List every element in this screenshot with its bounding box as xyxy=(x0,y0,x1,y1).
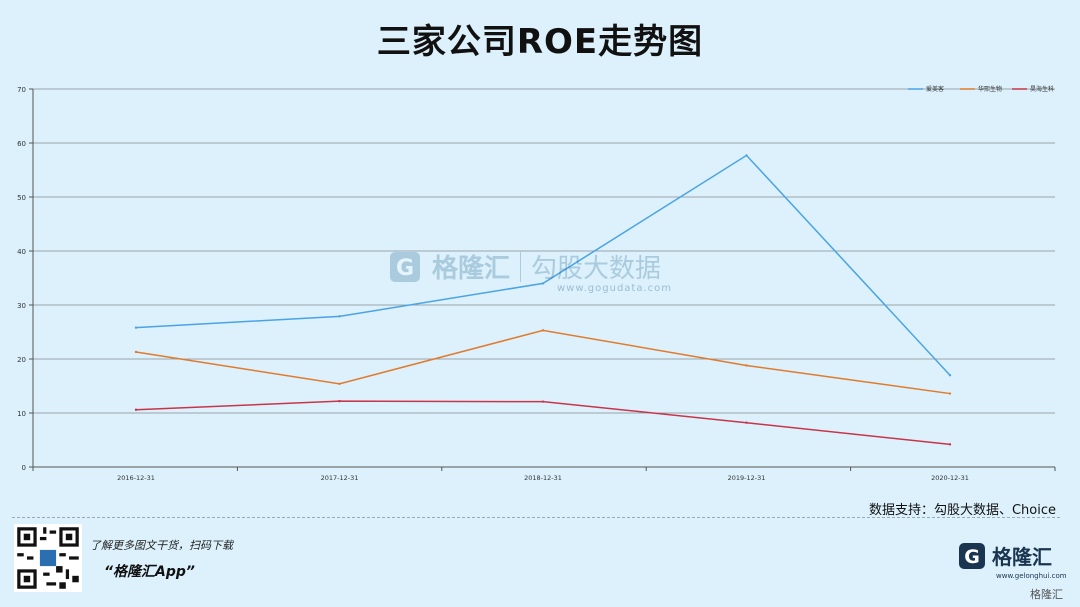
legend-label: 昊海生科 xyxy=(1030,85,1054,93)
data-point xyxy=(948,374,952,377)
x-tick-label: 2017-12-31 xyxy=(321,474,359,482)
qr-code-icon[interactable] xyxy=(14,524,82,592)
x-tick-label: 2018-12-31 xyxy=(524,474,562,482)
promo-app-name: “格隆汇App” xyxy=(104,564,195,580)
data-point xyxy=(541,282,545,285)
chart-title: 三家公司ROE走势图 xyxy=(376,22,704,62)
x-tick-label: 2020-12-31 xyxy=(931,474,969,482)
series-line-3 xyxy=(135,400,951,446)
series-lines xyxy=(134,154,952,446)
legend: 爱美客 华熙生物 昊海生科 xyxy=(908,85,1054,93)
data-point xyxy=(745,154,748,157)
data-point xyxy=(541,329,545,332)
corner-watermark: 格隆汇 xyxy=(1030,588,1063,601)
data-point xyxy=(134,408,138,411)
data-point xyxy=(745,421,748,424)
grid-lines xyxy=(33,88,1055,414)
y-tick-label: 10 xyxy=(17,410,26,418)
data-point xyxy=(541,400,545,403)
series-line-2 xyxy=(135,329,951,395)
y-tick-label: 0 xyxy=(22,464,26,472)
brand-logo-icon: G xyxy=(959,542,985,569)
y-tick-label: 20 xyxy=(17,356,26,364)
y-tick-label: 60 xyxy=(17,140,26,148)
y-tick-label: 70 xyxy=(17,86,26,94)
y-tick-labels: 0 10 20 30 40 50 60 70 xyxy=(17,86,26,472)
brand-url: www.gelonghui.com xyxy=(996,572,1067,580)
y-tick-label: 40 xyxy=(17,248,26,256)
data-point xyxy=(134,326,138,329)
y-tick-label: 30 xyxy=(17,302,26,310)
divider xyxy=(12,517,1060,518)
legend-label: 爱美客 xyxy=(926,85,944,93)
watermark-url: www.gogudata.com xyxy=(557,283,673,294)
legend-label: 华熙生物 xyxy=(978,85,1002,93)
chart-axes xyxy=(29,88,1056,471)
svg-text:G: G xyxy=(964,546,980,568)
brand-name: 格隆汇 xyxy=(992,545,1052,569)
data-point xyxy=(948,443,952,446)
x-tick-label: 2019-12-31 xyxy=(728,474,766,482)
data-point xyxy=(948,392,952,395)
x-tick-labels: 2016-12-31 2017-12-31 2018-12-31 2019-12-31… xyxy=(117,474,969,482)
data-point xyxy=(338,382,341,386)
series-line-1 xyxy=(135,154,951,376)
x-tick-label: 2016-12-31 xyxy=(117,474,155,482)
brand-logo: G 格隆汇 xyxy=(958,541,1052,570)
data-point xyxy=(745,364,748,367)
y-tick-label: 50 xyxy=(17,194,26,202)
data-source: 数据支持：勾股大数据、Choice xyxy=(868,503,1056,518)
data-point xyxy=(134,350,138,354)
data-point xyxy=(338,315,341,318)
data-point xyxy=(338,399,341,403)
promo-text: 了解更多图文干货，扫码下载 xyxy=(90,539,233,552)
